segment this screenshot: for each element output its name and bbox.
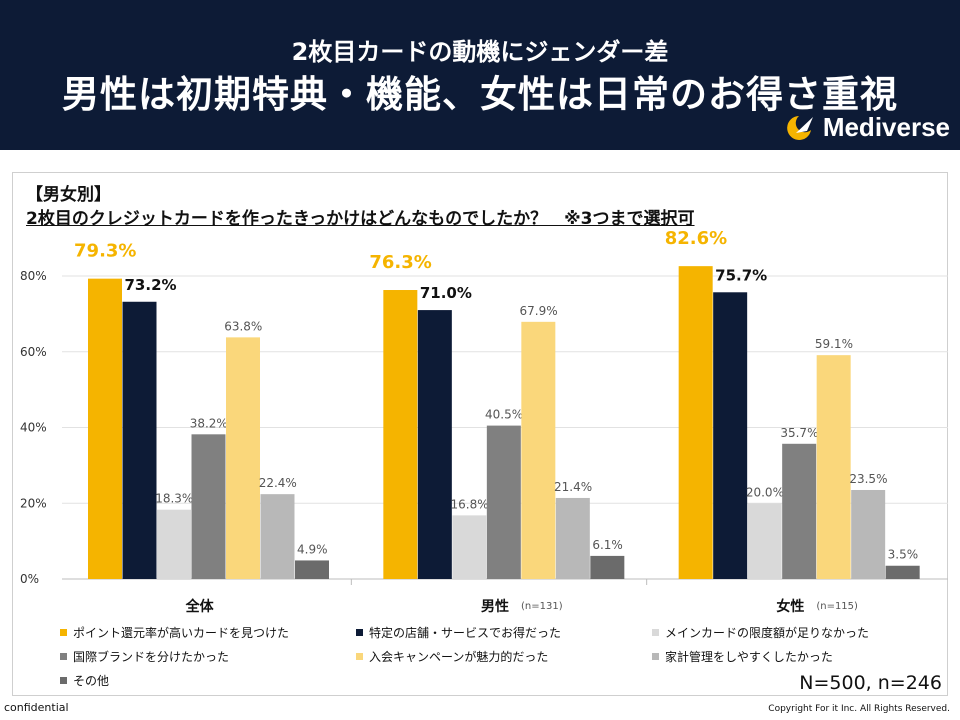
legend-swatch	[60, 653, 67, 660]
y-tick-label: 60%	[20, 345, 47, 359]
data-label: 22.4%	[259, 476, 297, 490]
bar	[122, 301, 157, 579]
data-label: 21.4%	[554, 480, 592, 494]
group-label: 男性	[481, 598, 509, 615]
bar	[226, 337, 260, 579]
data-label: 40.5%	[485, 408, 523, 422]
bar	[295, 560, 329, 579]
group-label: 全体	[185, 598, 215, 615]
data-label: 20.0%	[746, 485, 784, 499]
bar	[851, 489, 886, 579]
data-label: 6.1%	[592, 538, 623, 552]
group-note: (n=115)	[816, 601, 858, 612]
legend-swatch	[356, 629, 363, 636]
bar	[191, 434, 226, 579]
y-tick-label: 80%	[20, 269, 47, 283]
legend-item: 家計管理をしやすくしたかった	[652, 648, 833, 665]
question-text: 2枚目のクレジットカードを作ったきっかけはどんなものでしたか？ ※3つまで選択可	[26, 209, 695, 229]
data-label: 4.9%	[297, 542, 328, 556]
data-label: 23.5%	[849, 472, 887, 486]
data-label: 67.9%	[520, 304, 558, 318]
page-title: 男性は初期特典・機能、女性は日常のお得さ重視	[62, 73, 898, 116]
y-tick-label: 40%	[20, 421, 47, 435]
group-label: 女性	[776, 598, 804, 615]
bar	[88, 278, 122, 579]
brand-name: Mediverse	[822, 112, 950, 142]
data-label: 16.8%	[451, 497, 489, 511]
bar	[816, 355, 851, 579]
sample-size-note: N=500, n=246	[799, 672, 942, 694]
legend-label: メインカードの限度額が足りなかった	[665, 626, 870, 640]
legend-label: 家計管理をしやすくしたかった	[665, 650, 833, 664]
bar	[486, 425, 521, 579]
header-banner: 2枚目カードの動機にジェンダー差 男性は初期特典・機能、女性は日常のお得さ重視 …	[0, 0, 960, 150]
legend-item: 特定の店舗・サービスでお得だった	[356, 624, 561, 641]
crescent-rocket-icon	[786, 115, 813, 140]
legend-item: その他	[60, 672, 109, 689]
legend-label: 入会キャンペーンが魅力的だった	[369, 650, 549, 664]
data-label: 35.7%	[780, 426, 818, 440]
bar	[383, 290, 418, 579]
legend-swatch	[356, 653, 363, 660]
page-subtitle: 2枚目カードの動機にジェンダー差	[291, 38, 669, 66]
copyright-text: Copyright For it Inc. All Rights Reserve…	[768, 704, 950, 714]
legend-swatch	[652, 629, 659, 636]
data-label: 18.3%	[155, 492, 193, 506]
data-label: 76.3%	[369, 252, 431, 273]
legend-swatch	[60, 629, 67, 636]
data-label: 59.1%	[815, 337, 853, 351]
y-tick-label: 0%	[20, 572, 39, 586]
chart-panel	[12, 172, 948, 696]
legend-item: メインカードの限度額が足りなかった	[652, 624, 869, 641]
confidential-label: confidential	[4, 701, 69, 714]
bar	[713, 292, 748, 579]
bar	[417, 310, 452, 579]
legend-label: その他	[73, 674, 110, 688]
bar	[157, 509, 191, 579]
bar	[590, 555, 625, 579]
legend-label: ポイント還元率が高いカードを見つけた	[73, 626, 290, 640]
group-note: (n=131)	[521, 601, 563, 612]
brand-logo: Mediverse	[783, 112, 950, 143]
data-label: 79.3%	[74, 241, 136, 262]
question-label: 【男女別】	[26, 185, 111, 205]
data-label: 73.2%	[125, 276, 177, 294]
bar	[452, 515, 487, 579]
data-label: 71.0%	[420, 284, 472, 302]
legend-label: 国際ブランドを分けたかった	[73, 650, 230, 664]
data-label: 3.5%	[888, 548, 919, 562]
data-label: 75.7%	[715, 266, 767, 284]
legend-swatch	[652, 653, 659, 660]
legend-item: 入会キャンペーンが魅力的だった	[356, 648, 548, 665]
bar	[555, 497, 590, 579]
y-tick-label: 20%	[20, 496, 47, 510]
bar	[782, 443, 817, 579]
legend-swatch	[60, 677, 67, 684]
data-label: 38.2%	[190, 416, 228, 430]
bar	[885, 565, 920, 579]
legend-item: 国際ブランドを分けたかった	[60, 648, 229, 665]
bar	[521, 321, 556, 579]
legend-item: ポイント還元率が高いカードを見つけた	[60, 624, 289, 641]
bar	[260, 494, 295, 579]
bar	[747, 503, 782, 579]
data-label: 63.8%	[224, 319, 262, 333]
legend-label: 特定の店舗・サービスでお得だった	[369, 626, 562, 640]
data-label: 82.6%	[665, 228, 727, 249]
bar	[678, 266, 713, 579]
